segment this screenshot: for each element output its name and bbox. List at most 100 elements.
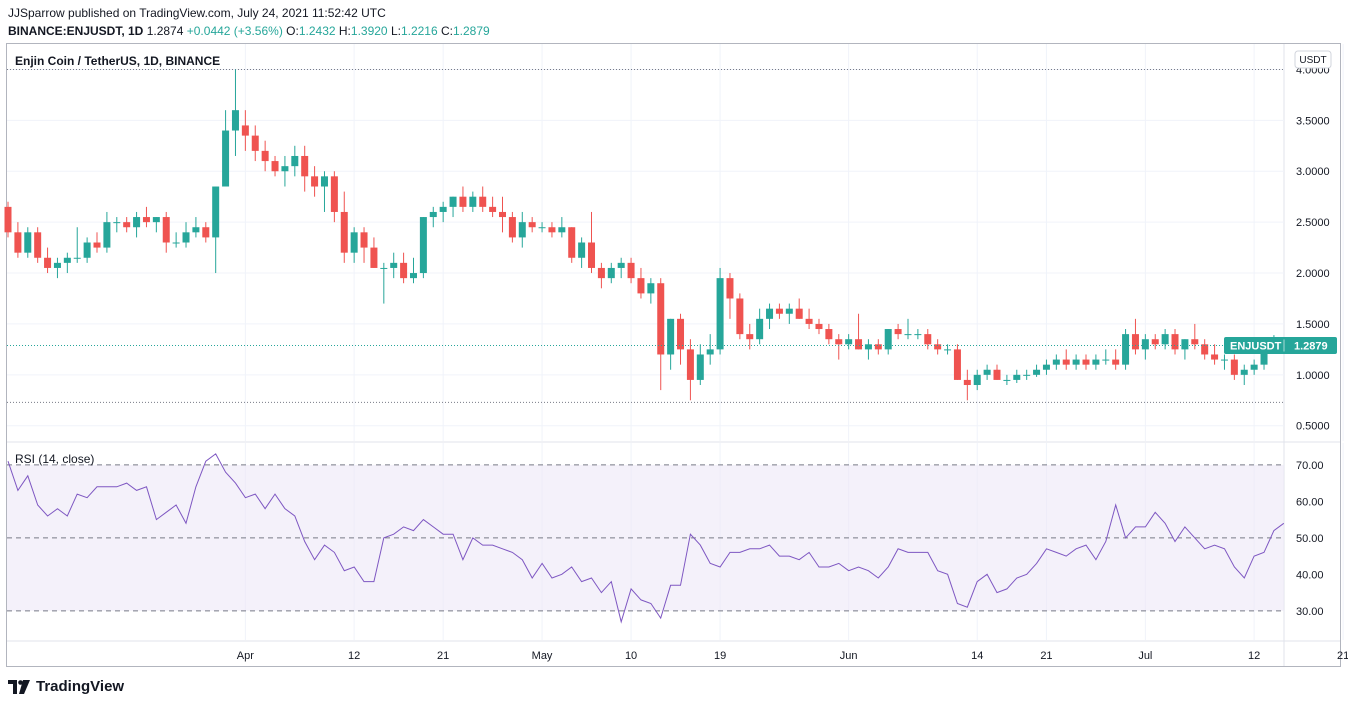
candle-body	[963, 379, 971, 386]
candle-body	[4, 206, 12, 233]
candle-down	[93, 232, 101, 253]
candle-up	[222, 110, 230, 187]
candle-up	[864, 339, 872, 360]
price-tick-label: 1.0000	[1296, 370, 1330, 382]
rsi-tick-label: 40.00	[1296, 569, 1324, 581]
candle-body	[123, 222, 131, 228]
price-tick-label: 3.0000	[1296, 166, 1330, 178]
candle-down	[588, 211, 596, 274]
candle-body	[1201, 344, 1209, 355]
candle-body	[815, 323, 823, 330]
candle-body	[894, 329, 902, 335]
candle-down	[805, 308, 813, 330]
candle-down	[241, 110, 249, 151]
candle-body	[766, 308, 774, 319]
candle-up	[1023, 369, 1031, 380]
currency-badge[interactable]: USDT	[1294, 50, 1332, 69]
candle-body	[330, 176, 338, 212]
candle-down	[637, 267, 645, 299]
candle-body	[1141, 339, 1149, 350]
candle-layer	[4, 69, 1278, 401]
candle-body	[696, 354, 704, 380]
time-tick-label: 14	[971, 650, 983, 662]
candle-body	[103, 222, 111, 248]
candle-down	[1230, 354, 1238, 380]
candle-up	[1033, 364, 1041, 377]
candle-up	[24, 227, 32, 258]
candle-down	[202, 222, 210, 243]
candle-down	[4, 201, 12, 238]
currency-badge-label: USDT	[1299, 55, 1326, 66]
candle-down	[548, 222, 556, 238]
candle-body	[479, 196, 487, 207]
candle-up	[53, 257, 61, 279]
candle-down	[775, 303, 783, 319]
price-label-symbol: ENJUSDT	[1230, 341, 1282, 353]
candle-body	[459, 196, 467, 207]
candle-body	[914, 334, 922, 336]
candle-up	[152, 217, 160, 233]
candle-body	[222, 130, 230, 187]
candle-down	[677, 313, 685, 365]
candle-up	[380, 262, 388, 304]
candle-body	[973, 374, 981, 386]
candle-up	[785, 303, 793, 324]
candle-body	[983, 369, 991, 375]
chart-frame	[6, 43, 1341, 667]
candle-down	[123, 217, 131, 233]
candle-body	[202, 227, 210, 238]
candle-down	[1201, 339, 1209, 360]
candle-body	[845, 339, 853, 345]
candle-up	[1181, 339, 1189, 360]
footer: TradingView	[8, 678, 124, 695]
candle-down	[1082, 354, 1090, 370]
candle-down	[271, 155, 279, 177]
candle-up	[578, 237, 586, 268]
candle-down	[14, 222, 22, 258]
candle-body	[44, 257, 52, 268]
candle-up	[439, 201, 447, 223]
ohlc-line: BINANCE:ENJUSDT, 1D 1.2874 +0.0442 (+3.5…	[8, 22, 490, 40]
candle-body	[1062, 359, 1070, 365]
candle-body	[429, 211, 437, 218]
candle-body	[528, 222, 536, 228]
candle-body	[1052, 359, 1060, 365]
candle-body	[231, 110, 239, 131]
candle-body	[1112, 359, 1120, 365]
candle-body	[548, 227, 556, 233]
candle-up	[320, 171, 328, 212]
candle-body	[1181, 339, 1189, 350]
candle-body	[261, 150, 269, 162]
candle-down	[1211, 344, 1219, 365]
candle-up	[647, 278, 655, 304]
candle-up	[1240, 364, 1248, 386]
candle-body	[518, 222, 526, 238]
candle-down	[627, 257, 635, 284]
candle-down	[34, 227, 42, 263]
rsi-tick-label: 30.00	[1296, 606, 1324, 618]
candle-body	[311, 176, 319, 187]
candle-up	[83, 237, 91, 263]
candle-body	[1023, 374, 1031, 376]
candle-down	[746, 323, 754, 350]
candle-down	[835, 334, 843, 360]
candle-down	[815, 318, 823, 335]
time-tick-label: 12	[1248, 650, 1260, 662]
candle-up	[944, 344, 952, 355]
candle-body	[1122, 334, 1130, 365]
candle-up	[281, 155, 289, 187]
candle-up	[538, 222, 546, 233]
rsi-tick-label: 60.00	[1296, 496, 1324, 508]
candle-up	[1141, 334, 1149, 360]
candle-up	[1072, 354, 1080, 370]
candle-down	[251, 125, 259, 162]
chart-header: JJSparrow published on TradingView.com, …	[8, 4, 490, 40]
candle-down	[459, 186, 467, 212]
candle-body	[439, 206, 447, 212]
candle-body	[1102, 359, 1110, 361]
candle-down	[162, 211, 170, 253]
candle-body	[53, 262, 61, 268]
candle-down	[340, 191, 348, 263]
candle-up	[756, 308, 764, 345]
